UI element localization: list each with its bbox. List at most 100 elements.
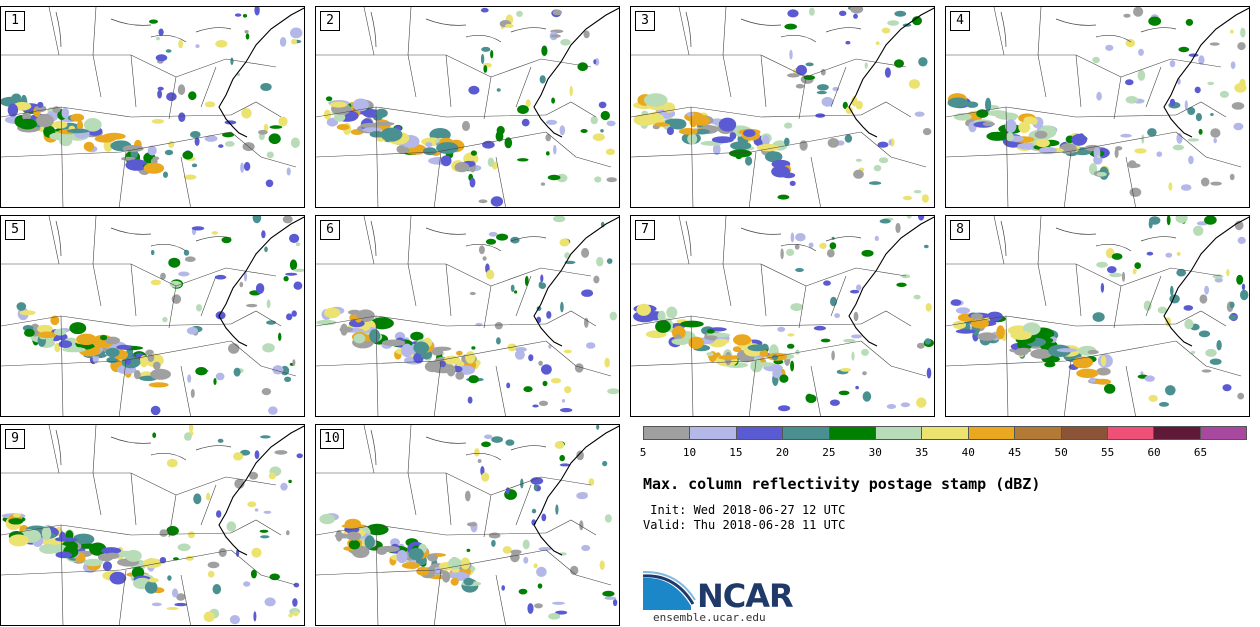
reflectivity-cell [657, 310, 666, 322]
reflectivity-cell [72, 533, 95, 545]
reflectivity-cell [560, 39, 571, 46]
state-boundary [60, 524, 64, 625]
reflectivity-cell [462, 120, 470, 132]
reflectivity-cell [183, 249, 190, 256]
reflectivity-cell [243, 161, 251, 171]
reflectivity-cell [570, 565, 579, 575]
reflectivity-cell [1185, 18, 1194, 26]
state-boundary [118, 360, 127, 416]
state-boundary [175, 267, 277, 287]
reflectivity-cell [37, 324, 53, 334]
reflectivity-cell [251, 547, 262, 558]
reflectivity-cell [352, 98, 369, 112]
state-boundary [678, 216, 690, 265]
reflectivity-cell [826, 249, 835, 258]
ensemble-member-map-9: 9 [0, 424, 305, 626]
reflectivity-cell [514, 290, 518, 294]
coastline [218, 7, 304, 138]
reflectivity-cell [593, 59, 597, 65]
state-boundary [495, 156, 506, 207]
reflectivity-cell [254, 7, 260, 16]
reflectivity-cell [1146, 251, 1154, 256]
reflectivity-cell [896, 282, 907, 287]
reflectivity-cell [1210, 128, 1221, 138]
reflectivity-cell [598, 101, 607, 109]
reflectivity-cell [819, 242, 827, 249]
reflectivity-cell [470, 150, 477, 156]
reflectivity-cell [1157, 306, 1168, 314]
member-number-label: 4 [950, 11, 970, 31]
coastline [533, 425, 619, 556]
reflectivity-cell [105, 336, 120, 345]
reflectivity-cell [263, 123, 269, 132]
coastline [533, 7, 619, 138]
state-boundary [830, 66, 847, 108]
state-boundary [631, 106, 862, 118]
state-boundary [230, 310, 282, 327]
state-boundary [1, 472, 177, 496]
reflectivity-cell [950, 299, 962, 306]
reflectivity-cell [671, 338, 690, 345]
state-boundary [993, 7, 1005, 56]
reflectivity-cell [538, 547, 552, 551]
reflectivity-cell [355, 317, 362, 323]
reflectivity-cell [259, 529, 269, 533]
reflectivity-cell [853, 311, 859, 322]
great-lakes-outline [55, 429, 232, 466]
reflectivity-cell [536, 316, 542, 324]
reflectivity-cell [1222, 384, 1232, 392]
reflectivity-cell [888, 139, 892, 146]
reflectivity-cell [148, 382, 169, 388]
state-boundary [316, 549, 547, 576]
reflectivity-cell [556, 173, 568, 183]
reflectivity-cell [757, 362, 774, 367]
reflectivity-cell [1178, 46, 1190, 53]
reflectivity-cell [711, 136, 734, 144]
map-drawing [316, 7, 619, 207]
reflectivity-cell [151, 602, 162, 607]
reflectivity-cell [268, 406, 278, 415]
reflectivity-cell [1137, 69, 1146, 81]
reflectivity-cell [215, 311, 226, 320]
state-boundary [1, 54, 177, 78]
reflectivity-cell [187, 374, 192, 383]
reflectivity-cell [330, 101, 348, 108]
state-boundary [92, 7, 102, 98]
reflectivity-cell [809, 7, 815, 16]
reflectivity-cell [346, 531, 362, 541]
reflectivity-cell [156, 36, 160, 41]
reflectivity-cell [410, 331, 424, 341]
reflectivity-cell [916, 397, 927, 408]
reflectivity-cell [787, 343, 795, 349]
reflectivity-cell [465, 490, 471, 502]
reflectivity-cell [533, 484, 538, 491]
reflectivity-cell [268, 472, 276, 480]
reflectivity-cell [150, 279, 162, 286]
state-boundary [946, 315, 1177, 327]
reflectivity-cell [728, 149, 752, 158]
state-boundary [118, 151, 127, 207]
reflectivity-cell [534, 603, 543, 609]
reflectivity-cell [533, 563, 538, 569]
colorbar-tick-label: 40 [961, 446, 975, 459]
reflectivity-cell [365, 523, 389, 536]
reflectivity-cell [83, 118, 102, 132]
reflectivity-cell [515, 347, 527, 352]
reflectivity-cell [559, 125, 566, 136]
reflectivity-cell [548, 613, 561, 620]
reflectivity-cell [207, 561, 220, 569]
reflectivity-cell [581, 544, 591, 552]
reflectivity-cell [396, 550, 408, 564]
member-number-label: 1 [5, 11, 25, 31]
reflectivity-cell [1214, 277, 1223, 283]
reflectivity-cell [855, 385, 859, 390]
state-boundary [631, 131, 862, 158]
reflectivity-cell [195, 44, 200, 48]
state-boundary [200, 275, 217, 317]
reflectivity-cell [1034, 130, 1048, 139]
reflectivity-cell [159, 529, 168, 537]
reflectivity-cell [190, 131, 201, 138]
reflectivity-cell [293, 582, 300, 588]
reflectivity-cell [222, 132, 235, 138]
state-boundary [363, 425, 375, 474]
